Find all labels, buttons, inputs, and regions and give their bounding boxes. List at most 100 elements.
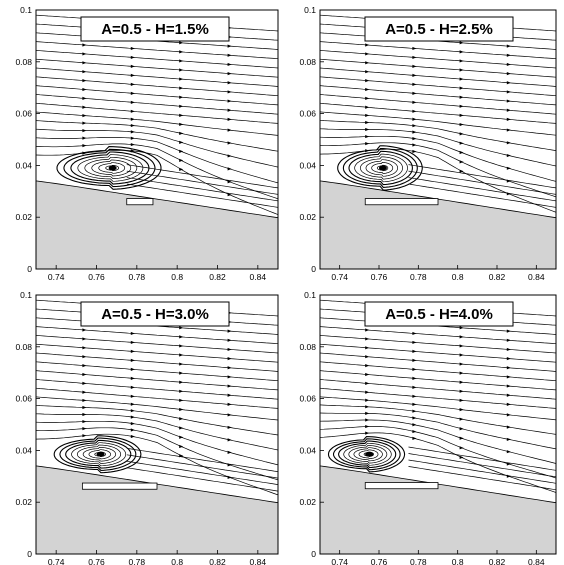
streamline [320,148,556,213]
flow-arrow [506,338,511,342]
flow-arrow [227,402,232,407]
panel-3: 0.74 0.76 0.78 0.8 0.82 0.84 0 0.02 0.04 0.06 0.08… [15,290,279,565]
x-tick-label: 0.8 [171,272,183,282]
y-tick-label: 0 [311,264,316,274]
streamline [36,326,278,345]
flow-arrow [412,82,417,86]
flow-arrow [365,328,370,332]
y-tick-label: 0.06 [15,394,32,404]
flow-arrow [365,61,370,65]
flow-arrow [459,132,464,136]
flow-arrow [130,415,135,419]
streamline [36,420,278,466]
flow-arrow [365,405,370,409]
flow-arrow [506,99,511,103]
flow-arrow [365,363,370,368]
flow-arrow [365,381,370,385]
flow-arrow [179,95,184,99]
flow-arrow [459,371,464,375]
x-tick-label: 0.82 [489,557,506,565]
streamline [320,67,556,87]
flap-element [81,482,158,490]
vortex-streamline [105,164,120,172]
flow-arrow [459,41,464,45]
flow-arrow [82,381,87,385]
flow-arrow [459,77,464,81]
flow-arrow [365,142,370,146]
flow-arrow [130,428,135,432]
flow-arrow [459,86,464,90]
flap-element [126,198,154,206]
vortex-streamline [337,145,423,191]
streamline [320,370,556,391]
streamline [36,427,278,481]
flow-arrow [506,450,511,454]
panel-title-box [364,16,514,42]
x-tick-label: 0.78 [129,557,146,565]
flow-arrow [412,331,417,336]
flow-arrow [506,44,511,48]
flow-arrow [227,438,232,442]
flow-arrow [130,123,135,128]
flow-arrow [459,417,464,421]
streamline [36,128,278,168]
streamline [320,361,556,382]
streamline [36,433,278,496]
flow-arrow [227,72,232,76]
flow-arrow [412,91,417,95]
vortex-streamline [76,444,122,464]
streamline [320,76,556,97]
flow-arrow [412,143,417,147]
flow-arrow [412,124,417,128]
y-tick-label: 0.08 [299,57,316,67]
flow-arrow [412,436,417,440]
vortex-core [108,165,117,171]
flow-arrow [227,180,232,184]
flow-arrow [412,73,417,77]
plot-area [320,299,556,554]
vortex-streamline [348,445,388,464]
flow-arrow [459,389,464,393]
vortex-core [365,451,374,457]
flow-arrow [506,402,511,407]
flow-arrow [227,375,232,379]
flow-arrow [506,393,511,397]
flow-arrow [412,109,417,113]
vortex-streamline [338,440,397,469]
axes-frame [35,9,279,270]
streamline [36,120,278,152]
flow-arrow [179,59,184,63]
flow-arrow [227,81,232,85]
flow-arrow [82,87,87,92]
streamline [320,335,556,354]
flow-arrow [82,61,87,65]
streamline [36,404,278,436]
flow-arrow [365,424,370,429]
streamline [36,352,278,372]
flow-arrow [459,455,464,459]
flow-arrow [82,390,87,394]
flow-arrow [130,136,135,140]
flow-arrow [365,355,370,359]
flow-arrow [412,358,417,362]
flow-arrow [227,167,232,171]
wake-streamline [126,447,278,472]
streamline [320,58,556,78]
flow-arrow [130,376,135,380]
y-tick-label: 0.06 [15,109,32,119]
flow-arrow [179,335,184,339]
wake-streamline [408,446,556,471]
x-tick-label: 0.78 [410,557,427,565]
flow-arrow [365,52,370,56]
y-tick-label: 0.1 [304,5,316,15]
streamline [320,128,556,167]
flow-arrow [130,340,135,345]
flow-arrow [82,121,87,125]
x-tick-label: 0.78 [410,272,427,282]
flow-arrow [179,389,184,393]
x-tick-label: 0.84 [528,272,545,282]
flow-arrow [412,423,417,427]
flow-arrow [365,418,370,422]
flow-arrow [365,398,370,402]
